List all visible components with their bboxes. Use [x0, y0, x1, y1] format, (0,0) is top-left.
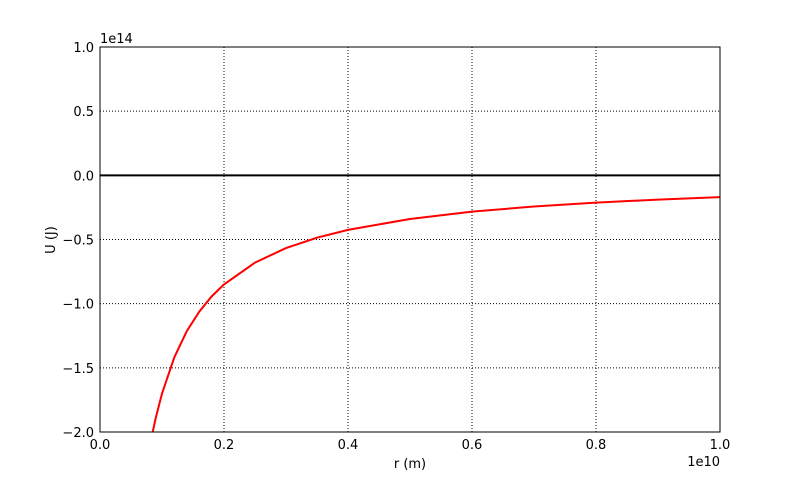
y-tick-label: 1.0: [73, 41, 94, 56]
line-series: [151, 196, 721, 433]
y-tick-label: −2.0: [62, 426, 94, 441]
x-tick-label: 0.0: [90, 438, 111, 453]
y-tick-label: −1.5: [62, 362, 94, 377]
x-tick-label: 1.0: [710, 438, 731, 453]
x-tick-label: 0.2: [214, 438, 235, 453]
y-tick-label: −0.5: [62, 234, 94, 249]
plot-frame: [99, 46, 721, 433]
x-axis-label: r (m): [394, 457, 426, 472]
x-tick-label: 0.6: [462, 438, 483, 453]
y-tick-label: 0.5: [73, 105, 94, 120]
x-tick-label: 0.4: [338, 438, 359, 453]
x-tick-label: 0.8: [586, 438, 607, 453]
y-offset-label: 1e14: [100, 32, 133, 47]
y-axis-label: U (J): [44, 226, 59, 254]
x-offset-label: 1e10: [687, 455, 720, 470]
y-tick-label: 0.0: [73, 169, 94, 184]
y-tick-label: −1.0: [62, 298, 94, 313]
